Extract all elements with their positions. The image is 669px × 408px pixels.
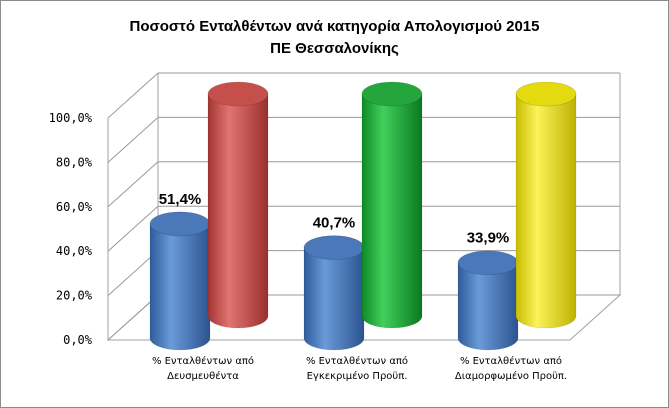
gridline-diagonal <box>107 205 159 252</box>
bar-top <box>149 211 211 237</box>
chart-title: Ποσοστό Ενταλθέντων ανά κατηγορία Απολογ… <box>129 18 540 35</box>
chart-subtitle: ΠΕ Θεσσαλονίκης <box>270 40 399 57</box>
bar-body <box>457 262 519 351</box>
bar-body <box>361 93 423 329</box>
y-tick-label: 60,0% <box>56 200 93 214</box>
bar-body <box>207 93 269 329</box>
gridline-diagonal <box>107 250 159 296</box>
category-label: % Ενταλθέντων από <box>152 355 254 367</box>
gridline-diagonal <box>107 294 159 341</box>
data-label: 40,7% <box>313 215 356 232</box>
data-label: 51,4% <box>159 191 202 208</box>
category-label: Διαμορφωμένο Προϋπ. <box>455 370 567 382</box>
bar-top <box>303 235 365 260</box>
bar <box>149 211 211 351</box>
category-label: % Ενταλθέντων από <box>460 355 562 367</box>
y-tick-label: 0,0% <box>63 333 93 347</box>
y-tick-label: 20,0% <box>56 289 93 303</box>
bar <box>457 250 519 351</box>
category-label: % Ενταλθέντων από <box>306 355 408 367</box>
y-tick-label: 40,0% <box>56 244 93 258</box>
bar-top <box>361 81 423 107</box>
bar <box>303 235 365 351</box>
y-tick-label: 80,0% <box>56 155 93 169</box>
bar <box>515 81 577 329</box>
bar <box>361 81 423 329</box>
y-tick-label: 100,0% <box>49 111 93 125</box>
category-label: Εγκεκριμένο Προϋπ. <box>307 370 408 382</box>
gridline-diagonal <box>107 72 159 119</box>
bar-body <box>149 223 211 351</box>
category-label: Δευσμευθέντα <box>167 370 239 382</box>
bar-top <box>207 81 269 107</box>
bar-top <box>515 81 577 107</box>
bar-top <box>457 250 519 276</box>
gridline-diagonal <box>107 161 159 208</box>
data-label: 33,9% <box>467 230 510 247</box>
bar-body <box>303 247 365 351</box>
gridline-diagonal <box>107 117 159 163</box>
bar <box>207 81 269 329</box>
bar-body <box>515 93 577 329</box>
